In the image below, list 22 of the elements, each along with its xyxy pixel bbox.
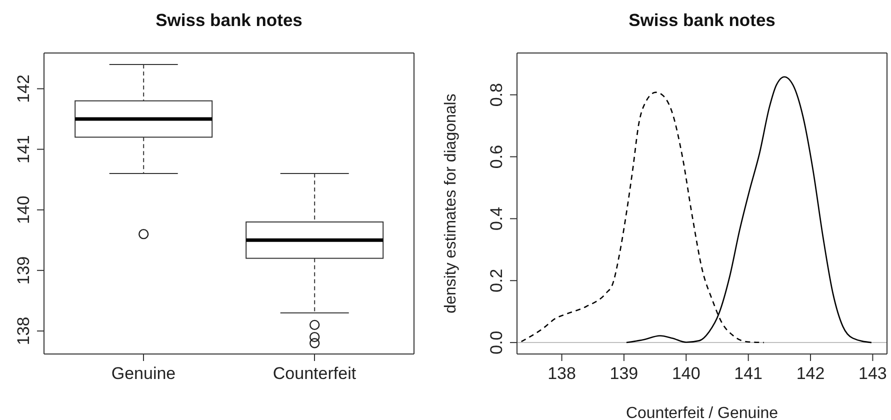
x-tick-label: 139	[610, 364, 638, 384]
x-tick-label: 140	[672, 364, 700, 384]
x-tick-label: Counterfeit	[272, 364, 356, 384]
chart-title: Swiss bank notes	[628, 10, 776, 31]
y-tick-label: 138	[14, 316, 33, 346]
x-tick-label: 138	[548, 364, 576, 384]
x-tick-label: 143	[858, 364, 887, 384]
chart-title: Swiss bank notes	[154, 10, 304, 31]
y-axis-title: density estimates for diagonals	[442, 94, 460, 314]
y-tick-label: 0.0	[487, 330, 506, 354]
x-axis-title: Counterfeit / Genuine	[626, 405, 778, 420]
y-tick-label: 141	[14, 135, 33, 164]
y-tick-label: 0.8	[487, 82, 506, 107]
y-tick-label: 0.6	[487, 144, 506, 169]
x-tick-label: 141	[734, 364, 763, 384]
y-tick-label: 140	[14, 196, 33, 224]
y-tick-label: 0.4	[487, 206, 506, 230]
y-tick-label: 139	[14, 256, 33, 285]
y-tick-label: 142	[14, 74, 33, 103]
x-tick-label: 142	[796, 364, 825, 384]
y-tick-label: 0.2	[487, 268, 506, 292]
x-tick-label: Genuine	[111, 364, 176, 384]
